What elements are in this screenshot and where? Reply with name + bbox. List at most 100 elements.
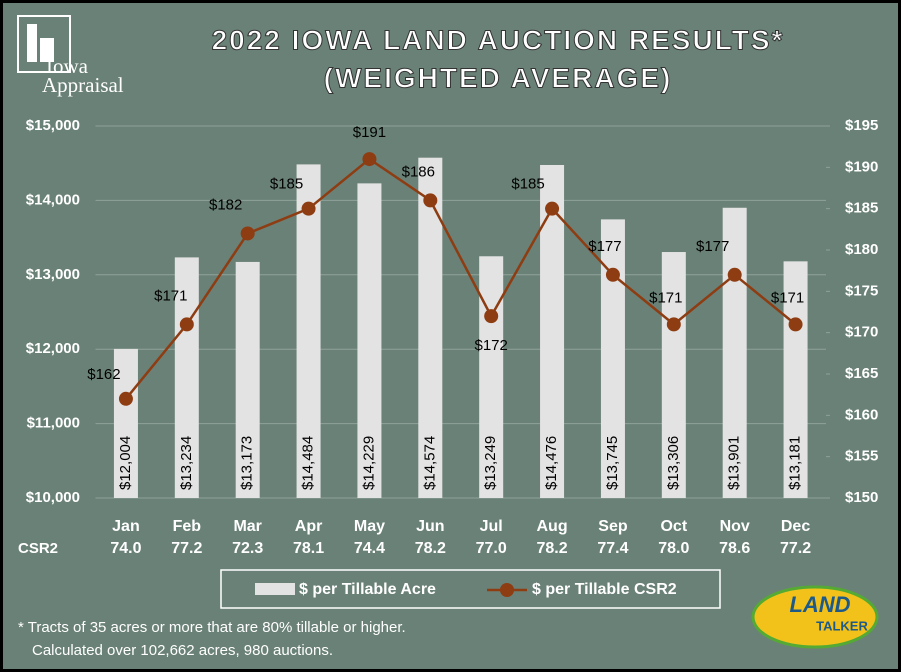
row-value: 78.1: [293, 540, 324, 557]
bar: [174, 257, 199, 498]
logo-shape: [27, 24, 37, 62]
bar-value-label: $13,901: [726, 436, 743, 490]
x-tick-label: May: [354, 518, 385, 535]
x-tick-label: Mar: [233, 518, 261, 535]
line-marker: [240, 226, 255, 241]
footnote: Calculated over 102,662 acres, 980 aucti…: [32, 642, 333, 659]
line-marker: [301, 201, 316, 216]
x-tick-label: Jan: [112, 518, 140, 535]
row-value: 77.2: [780, 540, 811, 557]
row-value: 74.0: [110, 540, 141, 557]
bar: [722, 207, 747, 498]
line-marker: [727, 267, 742, 282]
bar-value-label: $13,173: [239, 436, 256, 490]
y2-tick-label: $150: [845, 489, 878, 506]
y-tick-label: $10,000: [26, 489, 80, 506]
line-value-label: $172: [475, 337, 508, 354]
bar: [661, 252, 686, 498]
y-tick-label: $13,000: [26, 266, 80, 283]
badge-text: LAND: [789, 592, 850, 617]
logo-text: Iowa: [46, 54, 89, 78]
line: [124, 157, 797, 400]
badge-shape: [751, 585, 879, 649]
line-marker: [666, 317, 681, 332]
x-tick-label: Nov: [720, 518, 750, 535]
line-value-label: $185: [511, 176, 544, 193]
row-value: 77.0: [476, 540, 507, 557]
y2-tick-label: $160: [845, 406, 878, 423]
logo-text: Appraisal: [42, 73, 124, 97]
bar-value-label: $14,484: [300, 436, 317, 490]
y2-tick-label: $180: [845, 241, 878, 258]
line-marker: [545, 201, 560, 216]
line-value-label: $177: [588, 238, 621, 255]
line-value-label: $185: [270, 176, 303, 193]
chart-subtitle: (WEIGHTED AVERAGE): [324, 62, 673, 93]
line-value-label: $177: [696, 238, 729, 255]
bar: [113, 348, 138, 498]
row-value: 78.0: [658, 540, 689, 557]
chart-title: 2022 IOWA LAND AUCTION RESULTS*: [212, 24, 785, 55]
bar-value-label: $13,306: [665, 436, 682, 490]
bar: [479, 256, 504, 498]
line-marker: [362, 152, 377, 167]
x-tick-label: Dec: [781, 518, 810, 535]
y2-tick-label: $195: [845, 117, 878, 134]
bar: [783, 261, 808, 498]
badge: LAND TALKER: [751, 585, 879, 649]
line-value-label: $162: [87, 366, 120, 383]
legend-box: [220, 569, 721, 609]
x-tick-label: Oct: [660, 518, 687, 535]
y-tick-label: $11,000: [27, 415, 80, 432]
badge-text: TALKER: [816, 618, 868, 633]
x-tick-label: Aug: [537, 518, 568, 535]
footnote: * Tracts of 35 acres or more that are 80…: [18, 619, 406, 636]
y-tick-label: $14,000: [26, 191, 80, 208]
bar-value-label: $14,476: [543, 436, 560, 490]
bar: [235, 261, 260, 498]
row-label: CSR2: [18, 540, 58, 557]
logo-shape: [40, 38, 54, 62]
row-value: 78.2: [415, 540, 446, 557]
line-value-label: $171: [154, 287, 187, 304]
row-value: 72.3: [232, 540, 263, 557]
bar-value-label: $13,234: [178, 436, 195, 490]
bar-value-label: $13,181: [787, 436, 804, 490]
bar-value-label: $14,229: [360, 436, 377, 490]
y-tick-label: $12,000: [26, 340, 80, 357]
row-value: 78.2: [536, 540, 567, 557]
bar: [357, 183, 382, 498]
x-tick-label: Jul: [480, 518, 503, 535]
row-value: 74.4: [354, 540, 385, 557]
x-tick-label: Feb: [173, 518, 202, 535]
bar-value-label: $13,249: [482, 436, 499, 490]
line-value-label: $191: [353, 124, 386, 141]
line-value-label: $186: [402, 163, 435, 180]
line-marker: [484, 309, 499, 324]
x-tick-label: Jun: [416, 518, 444, 535]
logo: Iowa Appraisal: [17, 15, 124, 97]
y2-tick-label: $185: [845, 200, 878, 217]
line-marker: [605, 267, 620, 282]
logo-frame: [17, 15, 71, 73]
line-value-label: $171: [771, 289, 804, 306]
bar-value-label: $13,745: [604, 436, 621, 490]
y-tick-label: $15,000: [26, 117, 80, 134]
x-tick-label: Apr: [295, 518, 323, 535]
legend-swatch: [255, 583, 295, 595]
row-value: 78.6: [719, 540, 750, 557]
legend-swatch: [500, 583, 514, 597]
bar-value-label: $12,004: [117, 436, 134, 490]
y2-tick-label: $165: [845, 365, 878, 382]
line-value-label: $171: [649, 289, 682, 306]
row-value: 77.2: [171, 540, 202, 557]
line-marker: [788, 317, 803, 332]
y2-tick-label: $155: [845, 448, 878, 465]
bar: [296, 164, 321, 499]
y2-tick-label: $170: [845, 324, 878, 341]
row-value: 77.4: [597, 540, 628, 557]
y2-tick-label: $190: [845, 158, 878, 175]
legend-label: $ per Tillable Acre: [299, 581, 436, 598]
line-marker: [118, 391, 133, 406]
